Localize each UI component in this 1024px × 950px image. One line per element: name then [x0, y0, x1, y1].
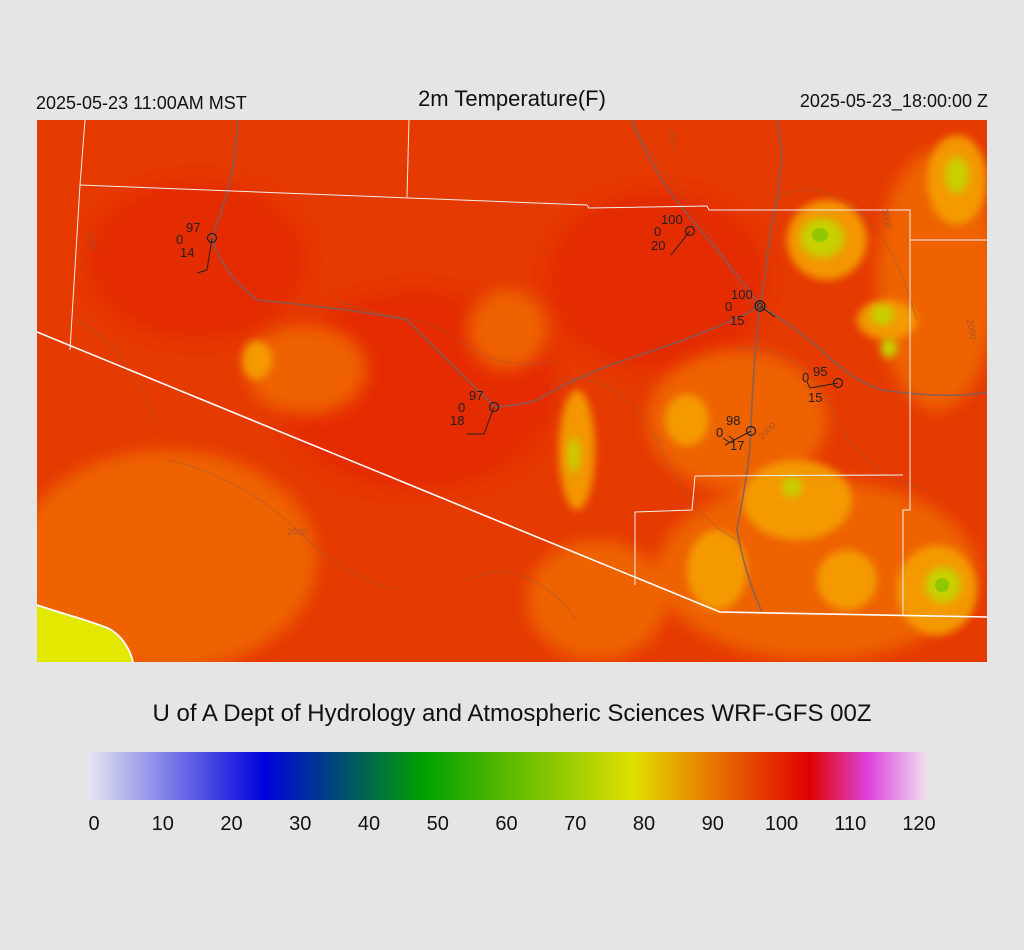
station-dewpoint: 0 [725, 299, 732, 314]
colorbar-tick-label: 90 [701, 813, 724, 835]
contour-label: 2000 [667, 129, 679, 150]
boundaries [69, 120, 987, 615]
contour-label: 2000 [287, 527, 307, 537]
valid-time-label: 2025-05-23_18:00:00 Z [799, 91, 988, 111]
colorbar-tick-label: 100 [764, 813, 799, 835]
contour-label: 3000 [880, 209, 893, 230]
station-temp: 95 [813, 364, 827, 379]
colorbar-tick-label: 10 [151, 813, 174, 835]
gulf-yellow [37, 605, 133, 662]
coast-line [37, 604, 134, 662]
station-temp: 97 [186, 220, 200, 235]
station-dewpoint: 0 [716, 425, 723, 440]
station-temp: 97 [469, 388, 483, 403]
station-temp: 100 [731, 287, 753, 302]
station-gust: 17 [730, 438, 744, 453]
station-dewpoint: 0 [654, 224, 661, 239]
station-plot[interactable]: 98 0 17 [716, 413, 757, 453]
station-dewpoint: 0 [458, 400, 465, 415]
colorbar-tick-label: 40 [357, 813, 381, 835]
colorbar-gradient [88, 752, 927, 800]
local-time-label: 2025-05-23 11:00AM MST [36, 93, 247, 113]
station-dewpoint: 0 [176, 232, 183, 247]
colorbar-tick-label: 70 [564, 813, 587, 835]
station-plot[interactable]: 100 0 15 [725, 287, 776, 328]
station-temp: 98 [726, 413, 740, 428]
temperature-map: 1000 2000 2000 3000 2000 2000 97 0 14 10… [37, 120, 987, 662]
colorbar-tick-label: 20 [220, 813, 243, 835]
model-credit: U of A Dept of Hydrology and Atmospheric… [152, 700, 872, 727]
colorbar-tick-label: 0 [88, 813, 100, 835]
temperature-colorbar [88, 752, 927, 800]
station-temp: 100 [661, 212, 683, 227]
station-plot[interactable]: 97 0 14 [176, 220, 218, 274]
station-gust: 18 [450, 413, 464, 428]
station-gust: 14 [180, 245, 194, 260]
terrain-contours [76, 120, 928, 621]
station-gust: 15 [808, 390, 822, 405]
station-plot[interactable]: 95 0 15 [802, 364, 844, 405]
rivers [211, 120, 987, 613]
station-gust: 20 [651, 238, 665, 253]
contour-label: 1000 [85, 231, 98, 252]
station-plot[interactable]: 97 0 18 [450, 388, 500, 435]
colorbar-tick-label: 80 [632, 813, 656, 835]
station-gust: 15 [730, 313, 744, 328]
colorbar-tick-label: 30 [289, 813, 312, 835]
colorbar-tick-label: 120 [902, 813, 936, 835]
colorbar-tick-label: 110 [834, 813, 867, 835]
cool-cores [812, 228, 949, 592]
station-plot[interactable]: 100 0 20 [651, 212, 696, 256]
international-border [37, 331, 987, 618]
contour-label: 2000 [965, 319, 978, 340]
station-dewpoint: 0 [802, 370, 809, 385]
colorbar-tick-label: 50 [426, 813, 449, 835]
colorbar-tick-label: 60 [495, 813, 518, 835]
map-title: 2m Temperature(F) [418, 86, 606, 111]
